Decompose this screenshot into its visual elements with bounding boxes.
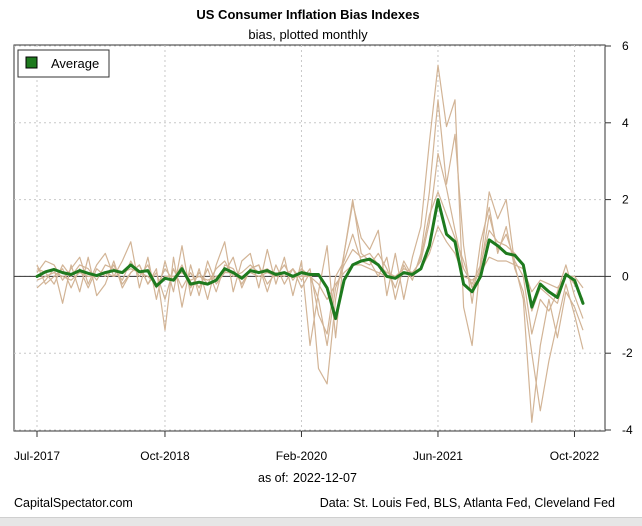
series-line-component-4 [36,225,584,300]
legend: Average [17,49,110,78]
series-line-component-5 [36,191,584,335]
y-tick-label: -4 [622,423,633,437]
series-line-component-2 [36,99,584,412]
x-tick-label: Oct-2018 [140,449,190,463]
y-tick-label: 2 [622,193,629,207]
x-tick-label: Jun-2021 [413,449,463,463]
series-line-component-1 [36,64,584,423]
series-lines [35,64,585,423]
legend-label-average: Average [51,56,99,71]
x-tick-label: Oct-2022 [550,449,600,463]
window-bottom-strip [0,517,642,526]
x-tick-label: Feb-2020 [276,449,328,463]
y-tick-label: 0 [622,269,629,283]
legend-swatch-average [25,56,38,69]
plot-area [13,44,606,432]
series-line-average [35,198,585,321]
x-axis-ticks: Jul-2017 Oct-2018 Feb-2020 Jun-2021 Oct-2022 [14,431,599,463]
y-tick-label: 6 [622,39,629,53]
chart-subtitle: bias, plotted monthly [248,27,368,42]
y-axis-ticks: 6 4 2 0 -2 -4 [605,39,633,437]
chart-title: US Consumer Inflation Bias Indexes [196,7,419,22]
as-of-date: 2022-12-07 [293,471,357,485]
x-tick-label: Jul-2017 [14,449,60,463]
as-of-label: as of: [258,471,289,485]
legend-box [17,49,110,78]
data-sources: Data: St. Louis Fed, BLS, Atlanta Fed, C… [320,496,615,510]
y-tick-label: 4 [622,116,629,130]
source-website: CapitalSpectator.com [14,496,133,510]
y-tick-label: -2 [622,346,633,360]
